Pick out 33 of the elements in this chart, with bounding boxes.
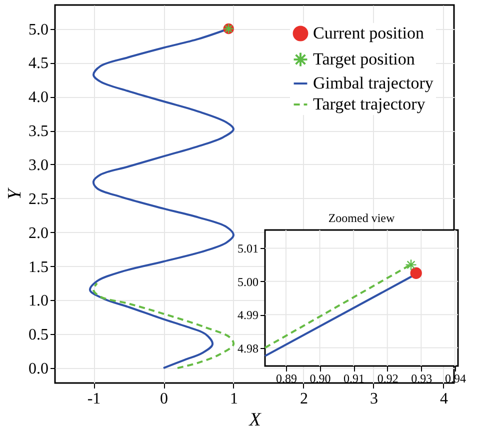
y-tick-label: 3.0 (28, 156, 48, 174)
x-tick-label: -1 (87, 390, 101, 408)
x-tick-label: 4 (440, 390, 448, 408)
y-tick-label: 4.98 (238, 341, 258, 356)
y-tick-label: 1.5 (28, 258, 48, 276)
y-tick-label: 3.5 (28, 123, 48, 140)
y-tick-label: 4.5 (28, 55, 48, 72)
legend-label: Gimbal trajectory (313, 74, 434, 92)
y-tick-label: 0.5 (28, 326, 48, 344)
x-tick-label: 2 (300, 390, 308, 408)
y-tick-label: 2.0 (28, 224, 48, 242)
y-tick-label: 5.01 (238, 242, 258, 256)
x-tick-label: 0 (160, 390, 168, 408)
y-tick-label: 4.99 (238, 308, 258, 322)
x-tick-label: 3 (370, 390, 378, 408)
y-tick-label: 1.0 (28, 292, 48, 310)
x-tick-label: 0.89 (276, 372, 297, 386)
y-tick-label: 5.0 (28, 21, 48, 38)
x-axis-title: X (248, 410, 262, 430)
x-tick-label: 0.92 (377, 372, 398, 386)
y-tick-label: 4.0 (28, 89, 48, 106)
chart-title: Zoomed view (328, 211, 395, 225)
x-tick-label: 1 (230, 390, 238, 408)
y-axis-title: Y (4, 186, 26, 200)
legend-label: Target trajectory (313, 94, 426, 114)
y-tick-label: 0.0 (28, 360, 48, 378)
y-tick-label: 5.00 (238, 274, 258, 289)
legend-label: Target position (313, 50, 416, 68)
x-tick-label: 0.93 (411, 372, 432, 386)
y-tick-label: 2.5 (28, 190, 48, 208)
x-tick-label: 0.91 (344, 372, 365, 386)
x-tick-label: 0.90 (310, 372, 331, 386)
legend-label: Current position (313, 24, 424, 42)
